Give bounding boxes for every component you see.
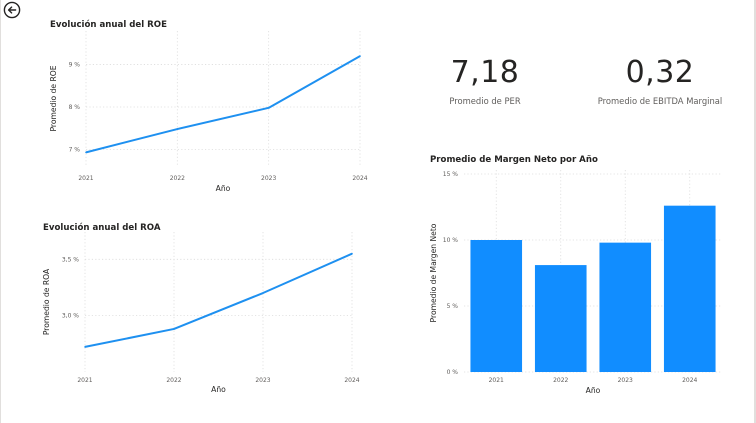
x-tick-label: 2024	[682, 377, 697, 384]
y-axis-title: Promedio de ROA	[42, 268, 51, 335]
back-button[interactable]	[3, 1, 21, 19]
y-axis-title: Promedio de ROE	[49, 65, 58, 131]
per-card[interactable]: 7,18 Promedio de PER	[420, 55, 550, 115]
bar	[534, 265, 587, 372]
x-axis-title: Año	[586, 386, 601, 395]
x-tick-label: 2022	[170, 175, 185, 182]
x-tick-label: 2022	[166, 377, 181, 384]
y-tick-label: 5 %	[447, 303, 459, 310]
x-tick-label: 2023	[261, 175, 276, 182]
y-tick-label: 0 %	[447, 369, 459, 376]
margen-neto-bar-chart[interactable]: Promedio de Margen Neto por Año 0 % 5 % 10…	[420, 148, 730, 403]
canvas-right-border	[754, 0, 756, 423]
data-point	[173, 328, 175, 330]
x-tick-label: 2024	[352, 175, 367, 182]
y-tick-label: 3,0 %	[62, 312, 79, 319]
roe-chart-plot: 7 % 8 % 9 % 2021 2022 2023 2024 Año Promedio de …	[49, 31, 368, 193]
y-tick-label: 7 %	[69, 146, 81, 153]
bar	[470, 240, 523, 372]
per-label: Promedio de PER	[449, 96, 521, 106]
bar	[663, 205, 716, 372]
x-tick-label: 2021	[77, 377, 92, 384]
ebitda-value: 0,32	[625, 55, 695, 90]
ebitda-card[interactable]: 0,32 Promedio de EBITDA Marginal	[585, 55, 735, 115]
y-tick-label: 9 %	[69, 62, 81, 69]
x-axis-title: Año	[211, 385, 226, 394]
ebitda-label: Promedio de EBITDA Marginal	[597, 96, 723, 106]
y-tick-label: 3,5 %	[62, 256, 79, 263]
margen-chart-plot: 0 % 5 % 10 % 15 % 2021 2022 2023 2024 Año Promedi…	[429, 170, 722, 395]
bar	[599, 242, 652, 372]
y-tick-label: 8 %	[69, 104, 81, 111]
data-point	[176, 128, 179, 130]
data-point	[262, 292, 264, 294]
y-axis-title: Promedio de Margen Neto	[429, 223, 438, 322]
x-tick-label: 2022	[553, 377, 568, 384]
x-tick-label: 2023	[618, 377, 633, 384]
data-point	[85, 151, 87, 154]
data-point	[267, 107, 270, 109]
series-line	[85, 55, 361, 154]
data-point	[84, 346, 86, 348]
series-line	[84, 252, 353, 348]
data-point	[351, 252, 353, 255]
roa-line-chart[interactable]: Evolución anual del ROA 3,0 % 3,5 % 2021 20…	[35, 218, 380, 403]
per-value: 7,18	[450, 55, 520, 90]
y-tick-label: 15 %	[443, 171, 459, 178]
x-tick-label: 2023	[255, 377, 270, 384]
roa-chart-plot: 3,0 % 3,5 % 2021 2022 2023 2024 Año Promedio de…	[42, 232, 360, 394]
canvas-left-border	[0, 0, 1, 423]
x-axis-title: Año	[216, 184, 231, 193]
x-tick-label: 2021	[489, 377, 504, 384]
margen-chart-title: Promedio de Margen Neto por Año	[430, 155, 598, 165]
arrow-left-circle-icon	[3, 1, 21, 19]
data-point	[359, 55, 361, 57]
roa-chart-title: Evolución anual del ROA	[43, 223, 161, 233]
x-tick-label: 2024	[344, 377, 359, 384]
roe-chart-title: Evolución anual del ROE	[50, 20, 167, 30]
roe-line-chart[interactable]: Evolución anual del ROE 7 % 8 % 9 % 2021 202…	[40, 15, 380, 200]
y-tick-label: 10 %	[443, 237, 459, 244]
x-tick-label: 2021	[78, 175, 93, 182]
